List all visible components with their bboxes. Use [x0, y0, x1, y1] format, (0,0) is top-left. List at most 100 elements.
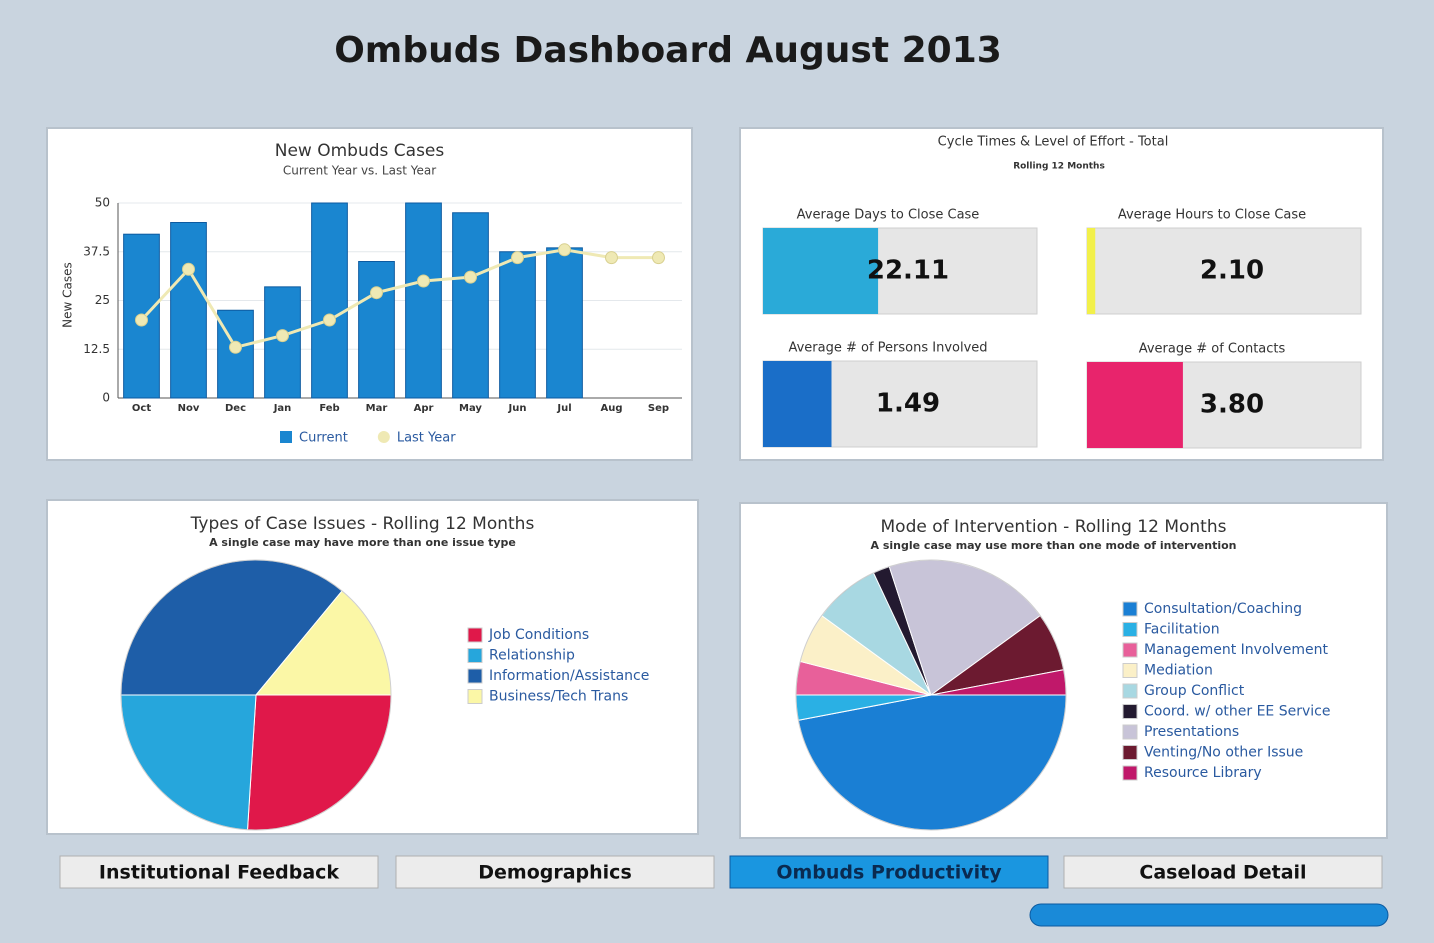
chart-subtitle: A single case may have more than one iss…: [209, 536, 516, 549]
nav-button-label[interactable]: Ombuds Productivity: [776, 862, 1002, 884]
legend-label: Venting/No other Issue: [1144, 745, 1303, 761]
nav-button-label[interactable]: Demographics: [478, 862, 632, 884]
legend-swatch: [1122, 642, 1138, 658]
legend-swatch: [377, 431, 390, 443]
legend-label: Current: [299, 431, 348, 446]
x-tick-label: Jul: [556, 403, 571, 414]
x-tick-label: Oct: [132, 403, 151, 414]
bar: [358, 261, 395, 399]
chart-subtitle: A single case may use more than one mode…: [871, 539, 1237, 552]
legend-label: Last Year: [397, 431, 456, 446]
bar: [452, 212, 489, 399]
legend-swatch: [1122, 704, 1138, 719]
legend-label: Coord. w/ other EE Service: [1144, 704, 1330, 720]
legend-label: Relationship: [489, 648, 575, 664]
gauge-label: Average Days to Close Case: [797, 208, 980, 223]
gauge-fill: [763, 228, 879, 314]
x-tick-label: Jun: [508, 403, 527, 414]
legend-label: Resource Library: [1144, 765, 1262, 781]
bar: [264, 286, 301, 399]
legend-label: Facilitation: [1144, 622, 1220, 638]
point: [370, 286, 383, 300]
bar: [405, 202, 442, 399]
legend-label: Job Conditions: [488, 627, 589, 643]
gauge-label: Average Hours to Close Case: [1118, 208, 1306, 223]
chart-title: New Ombuds Cases: [275, 141, 445, 161]
nav-button-label[interactable]: Caseload Detail: [1139, 862, 1306, 884]
point: [182, 262, 195, 276]
x-tick-label: Apr: [414, 403, 434, 414]
legend-label: Group Conflict: [1144, 683, 1245, 699]
chart-title: Mode of Intervention - Rolling 12 Months: [881, 517, 1227, 537]
legend-swatch: [280, 431, 292, 443]
legend-swatch: [467, 627, 483, 643]
point: [558, 243, 571, 257]
point: [605, 251, 618, 265]
gauge-panel-title: Cycle Times & Level of Effort - Total: [938, 135, 1169, 150]
legend-swatch: [1122, 622, 1138, 637]
legend-label: Presentations: [1144, 724, 1239, 740]
y-axis-label: New Cases: [61, 262, 75, 328]
gauge-label: Average # of Persons Involved: [788, 341, 987, 356]
dashboard-title: Ombuds Dashboard August 2013: [334, 30, 1002, 71]
legend-label: Information/Assistance: [489, 668, 649, 684]
x-tick-label: Sep: [648, 403, 669, 414]
gauge-value: 3.80: [1200, 390, 1264, 420]
x-tick-label: Nov: [178, 403, 200, 414]
nav-button[interactable]: [729, 855, 1049, 889]
gauge-value: 1.49: [876, 389, 940, 419]
gauge-fill: [1087, 362, 1183, 448]
legend-swatch: [1122, 601, 1138, 617]
legend-swatch: [467, 648, 483, 663]
line: [140, 248, 659, 350]
nav-button-label[interactable]: Institutional Feedback: [99, 862, 339, 884]
bar: [217, 309, 254, 399]
pie-slice: [120, 694, 257, 831]
legend-swatch: [467, 689, 483, 704]
chart-subtitle: Current Year vs. Last Year: [283, 164, 436, 178]
legend-swatch: [467, 668, 483, 684]
legend-swatch: [1122, 663, 1138, 678]
legend-swatch: [1122, 683, 1138, 699]
nav-button[interactable]: [59, 855, 379, 889]
y-tick-label: 50: [95, 196, 110, 210]
pie-slice: [797, 694, 1067, 831]
legend-swatch: [1122, 765, 1138, 781]
gauge-panel-subtitle: Rolling 12 Months: [1013, 162, 1105, 172]
gauge-label: Average # of Contacts: [1139, 342, 1286, 357]
pie-slice: [254, 590, 392, 696]
gauge-fill: [1087, 228, 1096, 314]
pie-slice: [930, 669, 1067, 696]
x-tick-label: Dec: [225, 403, 246, 414]
nav-button[interactable]: [1063, 855, 1383, 889]
bar: [311, 202, 348, 399]
y-tick-label: 25: [95, 293, 110, 307]
bar: [170, 222, 207, 399]
point: [464, 270, 477, 284]
x-tick-label: May: [459, 403, 482, 414]
point: [323, 313, 336, 327]
gauge-value: 22.11: [867, 256, 949, 286]
gauge-value: 2.10: [1200, 256, 1264, 286]
gauge-fill: [763, 361, 832, 447]
point: [229, 340, 242, 354]
pie-rim: [120, 559, 392, 831]
y-tick-label: 37.5: [83, 244, 110, 258]
x-tick-label: Jan: [273, 403, 292, 414]
legend-label: Management Involvement: [1144, 642, 1328, 658]
legend-swatch: [1122, 745, 1138, 760]
point: [276, 329, 289, 343]
definitions-button[interactable]: [1029, 903, 1389, 927]
legend-label: Business/Tech Trans: [489, 689, 628, 705]
chart-title: Types of Case Issues - Rolling 12 Months: [190, 514, 535, 534]
bar: [499, 251, 536, 399]
point: [652, 251, 665, 265]
pie-slice: [246, 694, 392, 831]
point: [135, 313, 148, 327]
point: [511, 251, 524, 265]
nav-button[interactable]: [395, 855, 715, 889]
pie-slice: [120, 559, 343, 696]
legend-label: Consultation/Coaching: [1144, 601, 1302, 617]
gauge-track: [1086, 227, 1362, 315]
